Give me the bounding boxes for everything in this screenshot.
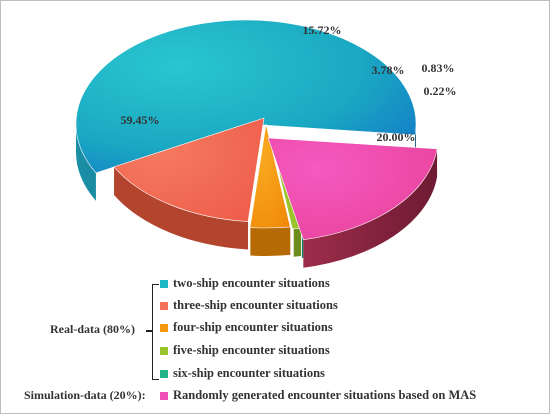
label-five-ship: 0.83% bbox=[422, 61, 455, 75]
real-data-label: Real-data (80%) bbox=[50, 322, 135, 336]
legend-swatch bbox=[160, 301, 168, 310]
legend-label: Randomly generated encounter situations … bbox=[173, 388, 477, 402]
slice-three-ship bbox=[113, 117, 265, 222]
slice-four-ship bbox=[249, 123, 291, 229]
legend-item-two-ship: two-ship encounter situations bbox=[160, 276, 330, 291]
legend-label: four-ship encounter situations bbox=[173, 320, 333, 334]
slice-simulation bbox=[267, 137, 438, 241]
label-simulation: 20.00% bbox=[377, 130, 416, 144]
slice-three-ship-side bbox=[114, 167, 249, 250]
legend-label: six-ship encounter situations bbox=[173, 366, 325, 380]
slice-two-ship bbox=[75, 19, 417, 174]
legend-swatch bbox=[160, 369, 168, 378]
legend-item-simulation: Randomly generated encounter situations … bbox=[160, 388, 476, 403]
legend-label: five-ship encounter situations bbox=[173, 343, 330, 357]
legend-swatch bbox=[160, 346, 168, 355]
slice-five-ship-side bbox=[293, 228, 302, 257]
legend-label: two-ship encounter situations bbox=[173, 276, 330, 290]
legend-label: three-ship encounter situations bbox=[173, 298, 338, 312]
slice-simulation-side bbox=[303, 148, 438, 268]
legend-swatch bbox=[160, 279, 168, 288]
legend: two-ship encounter situations three-ship… bbox=[160, 0, 550, 414]
real-data-brace-tick bbox=[146, 330, 153, 332]
slice-four-ship-side bbox=[250, 226, 291, 256]
simulation-data-label: Simulation-data (20%): bbox=[24, 388, 146, 402]
legend-item-four-ship: four-ship encounter situations bbox=[160, 320, 333, 335]
legend-item-three-ship: three-ship encounter situations bbox=[160, 298, 338, 313]
real-data-brace bbox=[152, 284, 159, 380]
label-four-ship: 3.78% bbox=[372, 63, 405, 77]
label-two-ship: 59.45% bbox=[121, 113, 160, 127]
legend-item-five-ship: five-ship encounter situations bbox=[160, 343, 330, 358]
legend-swatch bbox=[160, 323, 168, 332]
label-three-ship: 15.72% bbox=[303, 23, 342, 37]
label-six-ship: 0.22% bbox=[424, 84, 457, 98]
legend-item-six-ship: six-ship encounter situations bbox=[160, 366, 325, 381]
legend-swatch bbox=[160, 391, 168, 400]
